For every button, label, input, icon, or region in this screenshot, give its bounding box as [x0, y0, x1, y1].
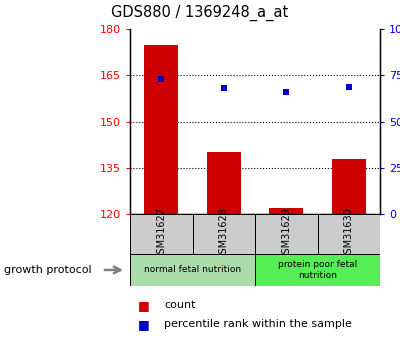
Bar	[255, 254, 380, 286]
Bar	[206, 152, 241, 214]
Bar	[130, 254, 255, 286]
Bar	[144, 45, 178, 214]
Text: percentile rank within the sample: percentile rank within the sample	[164, 319, 352, 329]
Bar	[130, 214, 192, 254]
Bar	[192, 214, 255, 254]
Text: count: count	[164, 300, 196, 310]
Text: ■: ■	[138, 299, 150, 312]
Text: GSM31628: GSM31628	[219, 207, 229, 260]
Bar	[255, 214, 318, 254]
Text: ■: ■	[138, 318, 150, 331]
Text: growth protocol: growth protocol	[4, 265, 92, 275]
Bar	[318, 214, 380, 254]
Text: GSM31627: GSM31627	[156, 207, 166, 260]
Text: GSM31629: GSM31629	[281, 207, 291, 260]
Text: GSM31630: GSM31630	[344, 207, 354, 260]
Text: normal fetal nutrition: normal fetal nutrition	[144, 265, 241, 275]
Text: protein poor fetal
nutrition: protein poor fetal nutrition	[278, 260, 357, 280]
Bar	[332, 159, 366, 214]
Bar	[269, 208, 304, 214]
Text: GDS880 / 1369248_a_at: GDS880 / 1369248_a_at	[111, 5, 289, 21]
